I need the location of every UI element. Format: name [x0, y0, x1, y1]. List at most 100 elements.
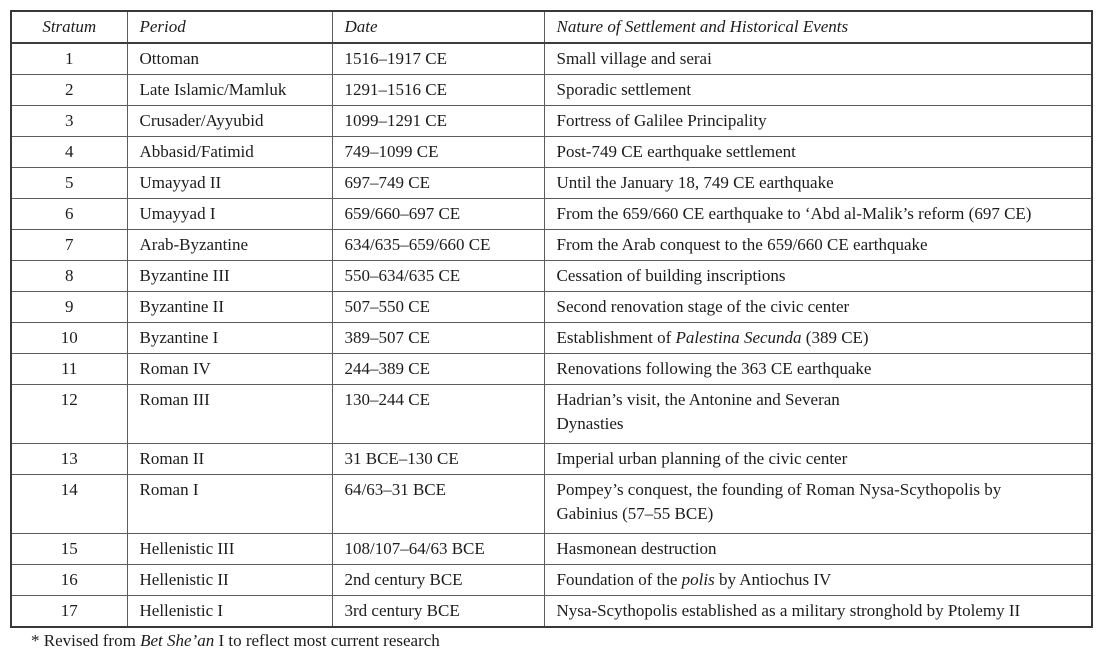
text-segment: Cessation of building inscriptions [556, 266, 786, 285]
date-cell: 659/660–697 CE [331, 198, 545, 230]
text-segment: Sporadic settlement [556, 80, 692, 99]
text-segment: From the Arab conquest to the 659/660 CE… [556, 235, 928, 254]
text-segment: * Revised from [31, 631, 141, 650]
date-cell: 697–749 CE [331, 167, 545, 199]
event-cell: Cessation of building inscriptions [543, 260, 1093, 292]
stratum-cell: 17 [10, 595, 128, 628]
event-cell: Fortress of Galilee Principality [543, 105, 1093, 137]
event-line: Gabinius (57–55 BCE) [557, 502, 1084, 526]
date-cell: 244–389 CE [331, 353, 545, 385]
table-row: 1 Ottoman 1516–1917 CE Small village and se… [10, 42, 1093, 75]
text-segment: Post-749 CE earthquake settlement [556, 142, 796, 161]
table-row: 17 Hellenistic I 3rd century BCE Nysa-Scyth… [10, 595, 1093, 628]
column-header-date: Date [331, 10, 545, 44]
period-cell: Roman II [126, 443, 333, 475]
text-segment: Establishment of [556, 328, 676, 347]
text-segment: Hasmonean destruction [556, 539, 717, 558]
table-row: 3 Crusader/Ayyubid 1099–1291 CE Fortress of… [10, 105, 1093, 137]
column-header-stratum: Stratum [10, 10, 128, 44]
event-line: Dynasties [557, 412, 1084, 436]
event-line: Pompey’s conquest, the founding of Roman… [557, 478, 1084, 502]
event-cell: Post-749 CE earthquake settlement [543, 136, 1093, 168]
table-row: 7 Arab-Byzantine 634/635–659/660 CE From th… [10, 229, 1093, 261]
text-segment: Fortress of Galilee Principality [556, 111, 767, 130]
date-cell: 108/107–64/63 BCE [331, 533, 545, 565]
italic-text-segment: Palestina Secunda [675, 328, 802, 347]
table-row: 6 Umayyad I 659/660–697 CE From the 659/660… [10, 198, 1093, 230]
period-cell: Umayyad I [126, 198, 333, 230]
event-cell: Foundation of the polis by Antiochus IV [543, 564, 1093, 596]
italic-text-segment: Bet She’an [140, 631, 215, 650]
event-line: Nysa-Scythopolis established as a milita… [557, 599, 1084, 623]
stratum-cell: 2 [10, 74, 128, 106]
period-cell: Roman I [126, 474, 333, 534]
date-cell: 1291–1516 CE [331, 74, 545, 106]
table-header: Stratum Period Date Nature of Settlement… [10, 10, 1093, 44]
italic-text-segment: polis [681, 570, 715, 589]
event-cell: Imperial urban planning of the civic cen… [543, 443, 1093, 475]
table-row: 4 Abbasid/Fatimid 749–1099 CE Post-749 CE e… [10, 136, 1093, 168]
stratum-cell: 16 [10, 564, 128, 596]
event-line: Hasmonean destruction [557, 537, 1084, 561]
event-cell: Renovations following the 363 CE earthqu… [543, 353, 1093, 385]
event-line: Until the January 18, 749 CE earthquake [557, 171, 1084, 195]
date-cell: 1099–1291 CE [331, 105, 545, 137]
date-cell: 389–507 CE [331, 322, 545, 354]
event-line: Establishment of Palestina Secunda (389 … [557, 326, 1084, 350]
event-line: Sporadic settlement [557, 78, 1084, 102]
column-header-events: Nature of Settlement and Historical Even… [543, 10, 1093, 44]
period-cell: Hellenistic II [126, 564, 333, 596]
text-segment: Until the January 18, 749 CE earthquake [556, 173, 834, 192]
period-cell: Hellenistic III [126, 533, 333, 565]
stratum-cell: 13 [10, 443, 128, 475]
table-row: 15 Hellenistic III 108/107–64/63 BCE Hasmon… [10, 533, 1093, 565]
date-cell: 31 BCE–130 CE [331, 443, 545, 475]
event-cell: Pompey’s conquest, the founding of Roman… [543, 474, 1093, 534]
period-cell: Ottoman [126, 42, 333, 75]
event-line: Second renovation stage of the civic cen… [557, 295, 1084, 319]
date-cell: 1516–1917 CE [331, 42, 545, 75]
table-row: 16 Hellenistic II 2nd century BCE Foundatio… [10, 564, 1093, 596]
footnote: * Revised from Bet She’an I to reflect m… [31, 629, 440, 653]
table-row: 13 Roman II 31 BCE–130 CE Imperial urban pl… [10, 443, 1093, 475]
table-row: 10 Byzantine I 389–507 CE Establishment of … [10, 322, 1093, 354]
event-line: Small village and serai [557, 47, 1084, 71]
date-cell: 507–550 CE [331, 291, 545, 323]
event-cell: From the Arab conquest to the 659/660 CE… [543, 229, 1093, 261]
period-cell: Arab-Byzantine [126, 229, 333, 261]
event-cell: Nysa-Scythopolis established as a milita… [543, 595, 1093, 628]
event-line: Foundation of the polis by Antiochus IV [557, 568, 1084, 592]
table-row: 14 Roman I 64/63–31 BCE Pompey’s conquest, … [10, 474, 1093, 534]
stratum-cell: 11 [10, 353, 128, 385]
stratum-cell: 14 [10, 474, 128, 534]
event-line: From the 659/660 CE earthquake to ‘Abd a… [557, 202, 1084, 226]
event-cell: Establishment of Palestina Secunda (389 … [543, 322, 1093, 354]
event-line: Hadrian’s visit, the Antonine and Severa… [557, 388, 1084, 412]
table-body: 1 Ottoman 1516–1917 CE Small village and se… [10, 42, 1093, 628]
strata-table: Stratum Period Date Nature of Settlement… [10, 10, 1093, 628]
date-cell: 2nd century BCE [331, 564, 545, 596]
table-row: 12 Roman III 130–244 CE Hadrian’s visit, th… [10, 384, 1093, 444]
column-header-period: Period [126, 10, 333, 44]
period-cell: Roman IV [126, 353, 333, 385]
event-line: Renovations following the 363 CE earthqu… [557, 357, 1084, 381]
date-cell: 130–244 CE [331, 384, 545, 444]
period-cell: Crusader/Ayyubid [126, 105, 333, 137]
table-row: 5 Umayyad II 697–749 CE Until the January 1… [10, 167, 1093, 199]
text-segment: Second renovation stage of the civic cen… [556, 297, 850, 316]
text-segment: Foundation of the [556, 570, 682, 589]
stratum-cell: 15 [10, 533, 128, 565]
date-cell: 749–1099 CE [331, 136, 545, 168]
table-row: 2 Late Islamic/Mamluk 1291–1516 CE Sporadic… [10, 74, 1093, 106]
event-line: From the Arab conquest to the 659/660 CE… [557, 233, 1084, 257]
text-segment: Imperial urban planning of the civic cen… [556, 449, 848, 468]
date-cell: 3rd century BCE [331, 595, 545, 628]
table-row: 8 Byzantine III 550–634/635 CE Cessation of… [10, 260, 1093, 292]
period-cell: Byzantine I [126, 322, 333, 354]
text-segment: From the 659/660 CE earthquake to ‘Abd a… [556, 204, 1032, 223]
date-cell: 634/635–659/660 CE [331, 229, 545, 261]
event-cell: Small village and serai [543, 42, 1093, 75]
event-cell: Second renovation stage of the civic cen… [543, 291, 1093, 323]
stratum-cell: 9 [10, 291, 128, 323]
